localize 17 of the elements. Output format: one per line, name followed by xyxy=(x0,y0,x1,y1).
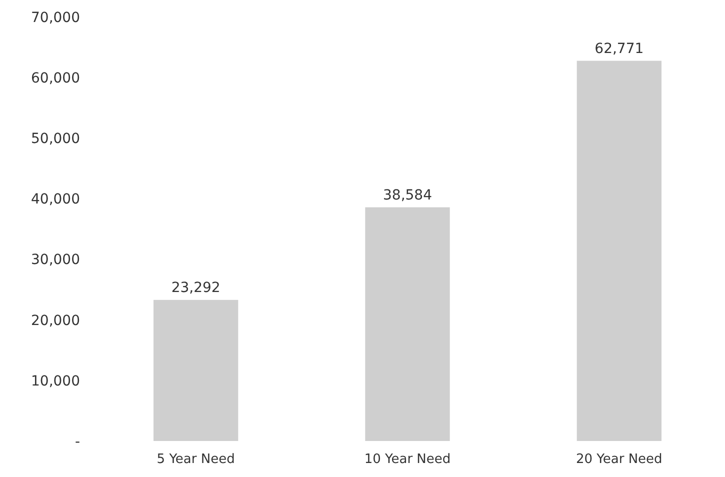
y-tick-label: 40,000 xyxy=(31,192,80,208)
bar xyxy=(576,60,662,441)
y-tick-label: 10,000 xyxy=(31,373,80,390)
y-tick-label: 70,000 xyxy=(31,10,80,26)
y-tick-label: - xyxy=(74,434,80,450)
data-label: 38,584 xyxy=(383,187,432,204)
y-tick-label: 50,000 xyxy=(31,131,80,148)
bar xyxy=(154,300,238,441)
y-tick-label: 60,000 xyxy=(31,70,80,86)
data-label: 62,771 xyxy=(594,40,644,57)
y-tick-label: 30,000 xyxy=(31,252,80,268)
x-tick-label: 10 Year Need xyxy=(364,452,451,467)
y-tick-label: 20,000 xyxy=(31,312,80,329)
x-tick-label: 5 Year Need xyxy=(156,452,235,467)
data-label: 23,292 xyxy=(171,280,220,296)
x-tick-label: 20 Year Need xyxy=(576,452,662,467)
bar xyxy=(365,207,450,441)
